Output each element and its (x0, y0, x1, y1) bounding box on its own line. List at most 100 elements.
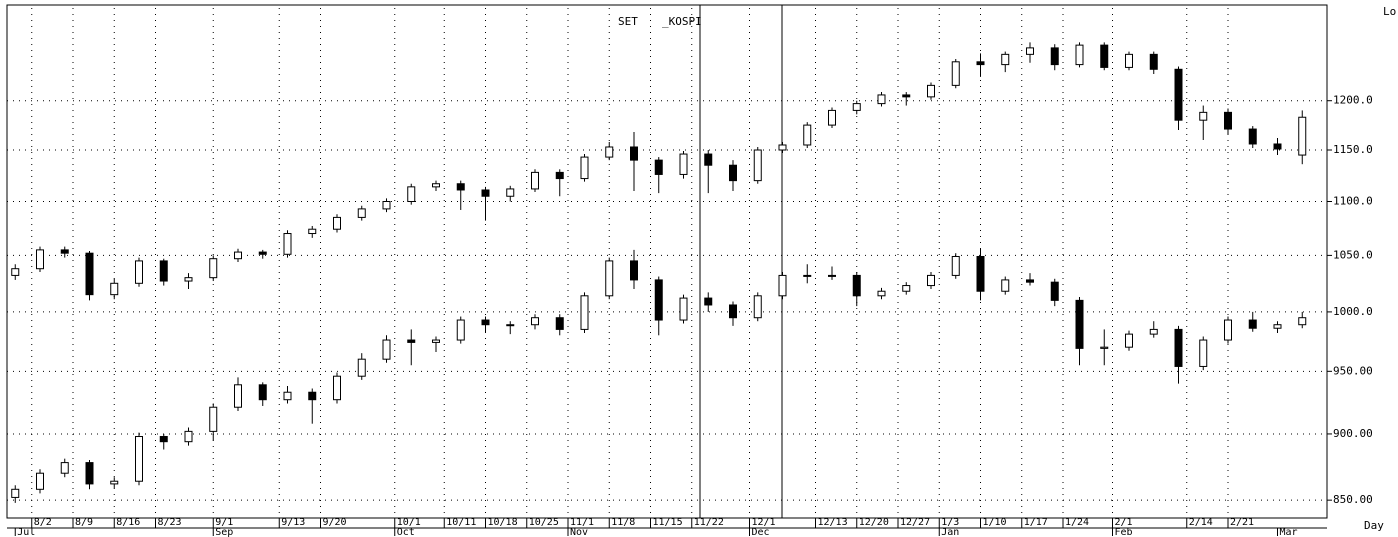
candle-body (1299, 117, 1306, 155)
candle-body (853, 104, 860, 111)
chart: Lo Day SET _KOSPI 850.00900.00950.001000… (0, 0, 1398, 537)
candle-body (111, 481, 118, 484)
candle-body (111, 283, 118, 294)
candle-body (606, 261, 613, 296)
candle-body (284, 392, 291, 399)
candle-body (507, 189, 514, 196)
candle-body (606, 147, 613, 157)
candle-body (136, 437, 143, 482)
candle-body (853, 275, 860, 295)
candle-body (61, 463, 68, 474)
candle-body (37, 473, 44, 489)
x-tick-label: 8/23 (158, 517, 182, 528)
candle-body (86, 463, 93, 484)
candle-body (37, 250, 44, 269)
candle-body (655, 280, 662, 320)
candle-body (433, 340, 440, 342)
candle-body (977, 256, 984, 291)
candle-body (383, 340, 390, 359)
candle-body (754, 150, 761, 181)
candle-body (754, 296, 761, 318)
month-tick-label: Mar (1280, 527, 1298, 537)
candle-body (928, 275, 935, 285)
candle-body (309, 229, 316, 233)
candle-body (482, 320, 489, 325)
x-tick-label: 2/14 (1189, 517, 1213, 528)
candle-body (358, 359, 365, 376)
candle-body (309, 392, 316, 399)
candle-body (804, 275, 811, 276)
x-tick-label: 9/20 (323, 517, 347, 528)
candle-body (1101, 45, 1108, 67)
candle-body (334, 217, 341, 229)
x-tick-label: 1/17 (1024, 517, 1048, 528)
x-tick-label: 12/27 (900, 517, 930, 528)
candle-body (1150, 329, 1157, 334)
candle-body (804, 125, 811, 145)
candle-body (1002, 280, 1009, 291)
y-tick-label: 1000.0 (1333, 305, 1373, 318)
candle-body (977, 62, 984, 65)
candle-body (903, 95, 910, 97)
candle-body (581, 157, 588, 178)
x-tick-label: 10/18 (488, 517, 518, 528)
candle-body (1274, 144, 1281, 149)
candle-body (160, 261, 167, 281)
candle-body (507, 325, 514, 326)
candle-body (1101, 347, 1108, 348)
candle-body (952, 62, 959, 86)
month-tick-label: Oct (397, 527, 415, 537)
x-axis-label: Day (1364, 519, 1384, 532)
x-tick-label: 12/13 (818, 517, 848, 528)
candle-body (408, 340, 415, 342)
candle-body (556, 172, 563, 178)
month-tick-label: Jan (941, 527, 959, 537)
x-tick-label: 8/9 (75, 517, 93, 528)
candle-body (235, 252, 242, 259)
y-axis-label: Lo (1383, 5, 1396, 18)
candle-body (185, 431, 192, 441)
candle-body (928, 85, 935, 96)
candle-body (655, 160, 662, 174)
candle-body (259, 252, 266, 254)
candle-body (1126, 54, 1133, 67)
candle-body (1051, 282, 1058, 300)
candle-body (457, 184, 464, 190)
candle-body (1150, 54, 1157, 69)
candle-body (1299, 318, 1306, 325)
x-tick-label: 8/16 (116, 517, 140, 528)
candle-body (1249, 129, 1256, 144)
candle-body (532, 318, 539, 325)
candle-body (1076, 300, 1083, 348)
x-tick-label: 11/8 (611, 517, 635, 528)
candle-body (136, 261, 143, 283)
candle-body (482, 190, 489, 196)
candle-body (1200, 112, 1207, 120)
y-tick-label: 900.00 (1333, 427, 1373, 440)
x-tick-label: 1/10 (983, 517, 1007, 528)
x-tick-label: 10/11 (446, 517, 476, 528)
candle-body (1027, 48, 1034, 54)
candle-body (705, 154, 712, 165)
candle-body (1274, 325, 1281, 329)
candle-body (1002, 54, 1009, 64)
candle-body (1051, 48, 1058, 65)
candle-body (829, 110, 836, 125)
legend-entry: _KOSPI (662, 15, 702, 28)
candle-body (878, 95, 885, 104)
candle-body (383, 202, 390, 209)
legend-entry: SET (618, 15, 638, 28)
y-tick-label: 1050.0 (1333, 248, 1373, 261)
candle-body (680, 154, 687, 174)
x-tick-label: 12/20 (859, 517, 889, 528)
candle-body (1225, 112, 1232, 129)
x-tick-label: 9/13 (281, 517, 305, 528)
candle-body (581, 296, 588, 330)
x-tick-label: 10/25 (529, 517, 559, 528)
candle-body (284, 234, 291, 255)
y-tick-label: 1150.0 (1333, 143, 1373, 156)
x-tick-label: 11/22 (694, 517, 724, 528)
candle-body (556, 318, 563, 330)
candle-body (185, 278, 192, 281)
candle-body (1225, 320, 1232, 340)
